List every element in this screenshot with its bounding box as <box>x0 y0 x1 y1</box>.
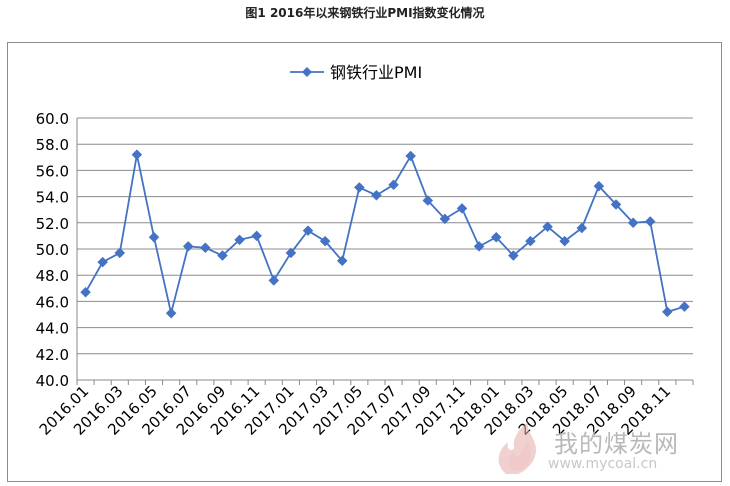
y-tick-label: 52.0 <box>36 215 69 233</box>
data-point <box>627 217 639 229</box>
data-point <box>490 231 502 243</box>
y-tick-label: 42.0 <box>36 346 69 364</box>
data-point <box>456 203 468 214</box>
data-point <box>507 250 519 261</box>
data-point <box>268 275 280 286</box>
data-point <box>353 182 365 193</box>
data-point <box>336 255 348 267</box>
y-tick-label: 40.0 <box>36 372 69 390</box>
flame-logo-icon <box>498 422 536 474</box>
y-tick-label: 50.0 <box>36 241 69 259</box>
series-line <box>84 153 685 314</box>
data-point <box>148 231 160 243</box>
data-point <box>251 230 263 242</box>
data-point <box>319 235 331 247</box>
data-point <box>593 180 605 192</box>
data-point <box>80 286 91 298</box>
data-point <box>559 235 571 247</box>
data-point <box>165 307 177 319</box>
data-point <box>679 301 690 312</box>
y-tick-label: 46.0 <box>36 293 69 311</box>
data-point <box>542 221 553 233</box>
figure-caption: 图1 2016年以来钢铁行业PMI指数变化情况 <box>245 6 485 20</box>
data-point <box>302 225 314 237</box>
data-point <box>473 241 485 252</box>
data-point <box>525 235 536 247</box>
y-tick-label: 60.0 <box>36 110 69 128</box>
data-point <box>97 256 109 268</box>
data-point <box>199 242 211 254</box>
data-point <box>285 247 297 259</box>
data-point <box>114 247 126 259</box>
watermark-url: www.mycoal.cn <box>548 456 658 472</box>
data-point <box>388 179 399 191</box>
legend-marker-icon <box>302 67 312 77</box>
data-point <box>371 189 382 201</box>
y-tick-label: 54.0 <box>36 189 69 207</box>
watermark-text: 我的煤炭网 <box>554 430 679 458</box>
legend-label: 钢铁行业PMI <box>330 63 422 82</box>
y-tick-label: 56.0 <box>36 162 69 180</box>
data-point <box>661 306 673 318</box>
site-watermark: 我的煤炭网 www.mycoal.cn <box>492 420 722 482</box>
y-tick-label: 58.0 <box>36 136 69 154</box>
data-point <box>422 195 434 206</box>
data-point <box>610 199 622 210</box>
data-point <box>131 149 143 161</box>
data-point <box>234 234 245 246</box>
data-point <box>217 250 228 261</box>
y-tick-label: 44.0 <box>36 320 69 338</box>
data-point <box>439 213 451 225</box>
data-point <box>644 216 656 227</box>
data-point <box>405 150 417 162</box>
y-tick-label: 48.0 <box>36 267 69 285</box>
data-point <box>182 241 194 252</box>
chart-frame <box>7 42 722 482</box>
data-point <box>576 222 588 234</box>
